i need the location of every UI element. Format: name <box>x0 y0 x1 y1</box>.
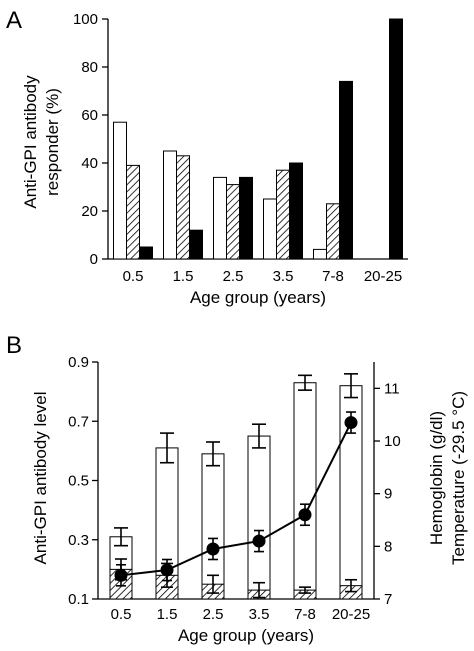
panel-a-ylabel-line-2: responder (%) <box>43 88 62 196</box>
panel-a-y-tick-label: 80 <box>81 59 98 76</box>
panel-b-y-tick-label: 0.5 <box>68 473 89 490</box>
panel-b-x-tick-label: 3.5 <box>249 606 270 623</box>
panel-b-bar-white <box>293 382 317 600</box>
panel-a-x-tick-label: 20-25 <box>364 268 402 285</box>
panel-b-x-tick-label: 20-25 <box>332 606 370 623</box>
panel-b-line-point <box>114 568 128 582</box>
panel-a-x-tick-label: 0.5 <box>123 268 144 285</box>
panel-a-x-tick-label: 2.5 <box>223 268 244 285</box>
panel-b-line-point <box>298 508 312 522</box>
panel-b-y2-tick-label: 10 <box>384 433 401 450</box>
panel-a-bar-black <box>389 18 403 260</box>
panel-b-xlabel: Age group (years) <box>178 626 314 645</box>
panel-b-plot-area: 0.1 0.3 0.5 0.7 0.9 7 8 9 10 11 0.5 1.5 2.5 3.5 7-8 20-… <box>68 354 401 623</box>
panel-a-y-tick-label: 60 <box>81 107 98 124</box>
panel-b-ylabel: Anti-GPI antibody level <box>31 392 50 565</box>
panel-a-bar-white <box>313 248 327 260</box>
panel-b-x-tick-label: 1.5 <box>157 606 178 623</box>
panel-a-bar-white <box>263 198 277 260</box>
panel-a-y-tick-label: 40 <box>81 155 98 172</box>
panel-a-y-tick-label: 20 <box>81 203 98 220</box>
panel-a-plot-area: 0 20 40 60 80 100 0.5 1.5 2.5 3.5 7-8 20-25 <box>73 11 408 285</box>
panel-a-bar-hatched <box>176 155 190 260</box>
panel-a-x-tick-label: 7-8 <box>322 268 344 285</box>
panel-a-ylabel-line-1: Anti-GPI antibody <box>21 75 40 209</box>
panel-a-y-tick-label: 100 <box>73 11 98 28</box>
panel-a-label: A <box>6 7 22 34</box>
panel-b-y2-tick-label: 11 <box>384 380 400 397</box>
panel-b-y2-tick-label: 7 <box>384 591 392 608</box>
panel-b-x-tick-label: 0.5 <box>111 606 132 623</box>
panel-b-label: B <box>6 332 22 359</box>
panel-a-bar-white <box>113 121 127 260</box>
panel-a-bar-black <box>189 229 203 260</box>
panel-b: B Anti-GPI antibody level Hemoglobin (g/… <box>6 332 468 645</box>
panel-a-ylabel: Anti-GPI antibody responder (%) <box>21 75 62 209</box>
panel-b-line-series <box>120 422 352 577</box>
panel-a-bar-hatched <box>276 169 290 260</box>
panel-b-y2label-temperature: Temperature (-29.5 °C) <box>449 391 468 565</box>
panel-b-x-tick-label: 7-8 <box>294 606 316 623</box>
panel-a-bar-black <box>339 80 353 260</box>
panel-a-x-tick-label: 1.5 <box>173 268 194 285</box>
panel-a-bar-white <box>163 150 177 260</box>
panel-a: A Anti-GPI antibody responder (%) Age gr… <box>6 7 408 307</box>
panel-a-bar-black <box>139 246 153 260</box>
panel-a-bar-black <box>289 162 303 260</box>
panel-a-xlabel: Age group (years) <box>190 288 326 307</box>
panel-b-line-point <box>252 534 266 548</box>
panel-a-bar-black <box>239 176 253 260</box>
panel-a-bar-hatched <box>226 184 240 260</box>
panel-a-bar-hatched <box>326 203 340 260</box>
panel-a-y-tick-label: 0 <box>90 251 98 268</box>
panel-b-line-point <box>206 542 220 556</box>
panel-b-line-point <box>160 563 174 577</box>
panel-b-y-tick-label: 0.7 <box>68 413 89 430</box>
panel-b-y-tick-label: 0.9 <box>68 354 89 371</box>
panel-b-line-point <box>344 416 358 430</box>
panel-a-bar-white <box>213 176 227 260</box>
panel-b-x-tick-label: 2.5 <box>203 606 224 623</box>
panel-b-y2-tick-label: 8 <box>384 538 392 555</box>
panel-b-y2label-hemoglobin: Hemoglobin (g/dl) <box>427 411 446 545</box>
panel-b-y2-tick-label: 9 <box>384 486 392 503</box>
panel-a-bar-hatched <box>126 164 140 260</box>
panel-b-y-tick-label: 0.1 <box>68 591 89 608</box>
panel-a-x-tick-label: 3.5 <box>273 268 294 285</box>
panel-b-y-tick-label: 0.3 <box>68 532 89 549</box>
panel-b-bar-white <box>247 435 271 600</box>
